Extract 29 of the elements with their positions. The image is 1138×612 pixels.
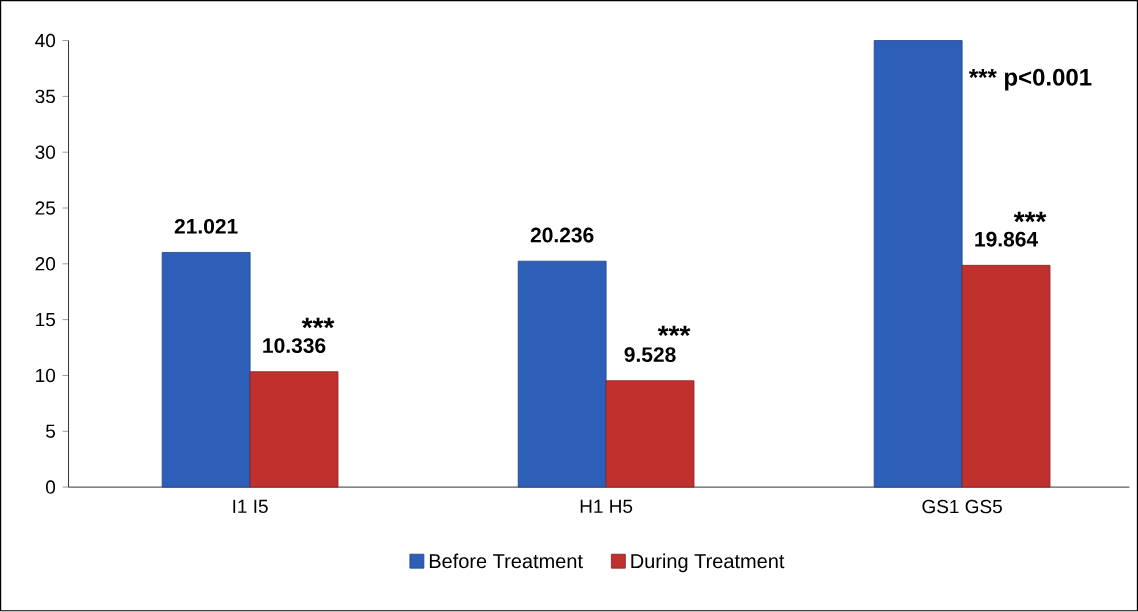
x-tick-label: GS1 GS5 xyxy=(922,500,1002,514)
data-label: 20.236 xyxy=(530,227,594,243)
annotation: *** p<0.001 xyxy=(968,69,1092,91)
y-tick-label: 10 xyxy=(36,368,56,383)
bar xyxy=(161,252,251,488)
y-tick-label: 25 xyxy=(35,201,56,215)
data-label: 19.864 xyxy=(975,232,1038,247)
y-tick-label: 0 xyxy=(46,480,56,495)
y-tick-label: 30 xyxy=(35,145,56,160)
data-label: 21.021 xyxy=(174,219,238,234)
y-tick-label: 20 xyxy=(35,257,56,271)
annotation: *** xyxy=(657,325,691,337)
bar xyxy=(873,40,963,488)
data-label: 10.336 xyxy=(263,338,326,354)
annotation: *** xyxy=(1013,212,1047,223)
y-tick-label: 15 xyxy=(36,313,56,327)
bar xyxy=(961,265,1051,488)
data-label: 9.528 xyxy=(624,347,676,363)
bar xyxy=(517,261,607,488)
legend-label: During Treatment xyxy=(631,553,785,573)
x-tick-label: H1 H5 xyxy=(580,500,633,514)
x-tick-label: I1 I5 xyxy=(233,500,268,514)
y-tick-label: 40 xyxy=(35,34,56,48)
bar xyxy=(605,380,695,488)
y-tick-label: 35 xyxy=(35,89,56,104)
y-tick-label: 5 xyxy=(46,424,56,439)
annotation: *** xyxy=(301,318,335,329)
legend-label: Before Treatment xyxy=(429,553,583,569)
bar xyxy=(249,371,339,488)
